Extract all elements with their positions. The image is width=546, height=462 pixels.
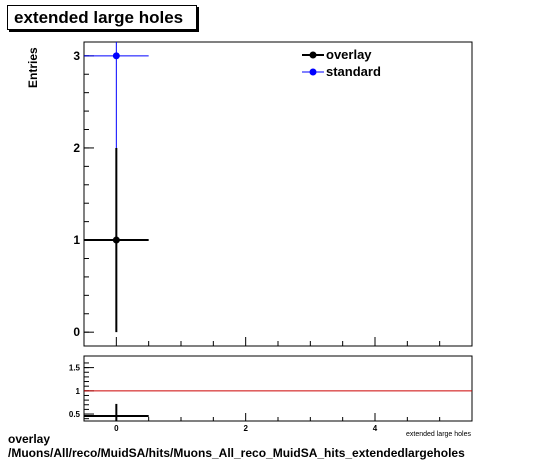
main-y-tick-label: 1 (73, 233, 80, 247)
legend-label-standard: standard (326, 64, 381, 79)
ratio-y-tick-label: 1.5 (69, 364, 81, 373)
ratio-y-tick-label: 0.5 (69, 410, 81, 419)
legend: overlay standard (302, 47, 381, 79)
legend-marker-standard (309, 68, 317, 76)
ratio-y-axis: 0.5 1 1.5 (69, 362, 94, 420)
legend-marker-overlay (309, 51, 317, 59)
data-point-overlay (112, 236, 120, 244)
main-x-axis (83, 337, 473, 346)
y-axis-label: Entries (26, 47, 40, 88)
main-y-tick-label: 3 (73, 49, 80, 63)
ratio-plot-frame (83, 355, 473, 422)
page-title: extended large holes (7, 5, 197, 30)
legend-label-overlay: overlay (326, 47, 372, 62)
main-y-tick-label: 0 (73, 325, 80, 339)
data-point-standard (112, 52, 120, 60)
main-y-tick-label: 2 (73, 141, 80, 155)
ratio-x-tick-label: 4 (373, 424, 378, 433)
ratio-data-marks (84, 390, 472, 421)
ratio-y-tick-label: 1 (76, 387, 81, 396)
ratio-x-tick-label: 2 (243, 424, 248, 433)
main-data-marks (84, 42, 149, 333)
footer-path: /Muons/All/reco/MuidSA/hits/Muons_All_re… (8, 446, 465, 460)
footer-label: overlay (8, 432, 51, 446)
ratio-x-tick-label: 0 (114, 424, 119, 433)
x-axis-label: extended large holes (406, 431, 471, 438)
main-plot-frame (83, 41, 473, 347)
